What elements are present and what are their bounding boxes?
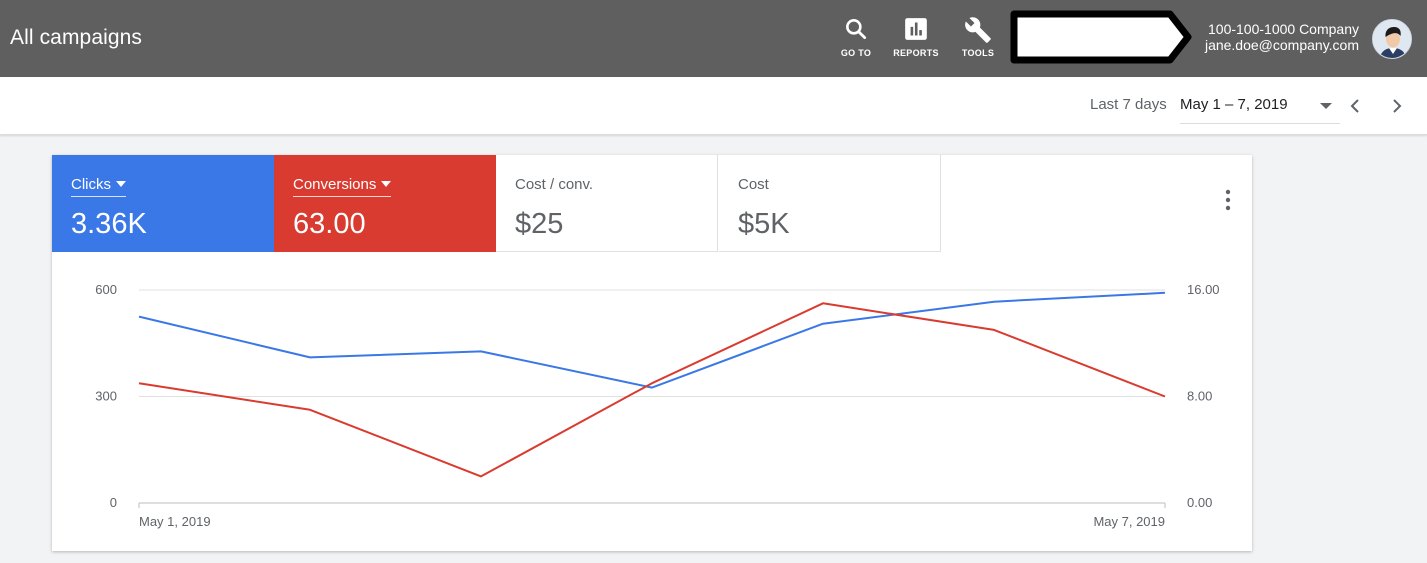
- y-left-tick-label: 300: [95, 389, 117, 404]
- metric-conversions-label-text: Conversions: [293, 176, 377, 193]
- search-icon: [838, 16, 874, 42]
- redacted-box: [1010, 10, 1192, 64]
- metric-conversions-label[interactable]: Conversions: [293, 176, 392, 197]
- more-options-button[interactable]: [1222, 189, 1234, 211]
- caret-down-icon: [116, 181, 126, 187]
- date-range-bar: Last 7 days May 1 – 7, 2019: [0, 77, 1427, 135]
- y-left-tick-label: 600: [95, 282, 117, 297]
- date-range-value: May 1 – 7, 2019: [1180, 96, 1288, 113]
- go-to-label: GO TO: [840, 48, 872, 58]
- date-range-select[interactable]: May 1 – 7, 2019: [1180, 94, 1340, 124]
- metric-clicks-value: 3.36K: [71, 208, 147, 240]
- previous-period-button[interactable]: [1345, 96, 1365, 116]
- top-bar: All campaigns GO TO REPORTS TOOLS 100-10…: [0, 0, 1427, 77]
- metric-cost[interactable]: Cost $5K: [719, 155, 941, 252]
- metric-cost-label: Cost: [738, 176, 769, 193]
- chevron-left-icon: [1350, 99, 1359, 113]
- metric-cost-per-conv-value: $25: [515, 208, 564, 240]
- wrench-icon: [958, 16, 998, 43]
- metric-conversions[interactable]: Conversions 63.00: [274, 155, 496, 252]
- next-period-button[interactable]: [1387, 96, 1407, 116]
- account-email: jane.doe@company.com: [1204, 37, 1359, 53]
- y-left-tick-label: 0: [110, 495, 117, 510]
- avatar[interactable]: [1372, 19, 1412, 59]
- y-right-tick-label: 16.00: [1187, 282, 1220, 297]
- date-range-label: Last 7 days: [1090, 96, 1167, 113]
- reports-label: REPORTS: [893, 48, 939, 58]
- series-line-conversions: [138, 302, 1166, 478]
- metric-cost-value: $5K: [738, 208, 790, 240]
- metric-clicks-label-text: Clicks: [71, 176, 111, 193]
- caret-down-icon: [1320, 103, 1332, 109]
- metric-cost-per-conv[interactable]: Cost / conv. $25: [496, 155, 718, 252]
- metric-clicks[interactable]: Clicks 3.36K: [52, 155, 274, 252]
- chevron-right-icon: [1393, 99, 1402, 113]
- metric-cost-per-conv-label: Cost / conv.: [515, 176, 594, 193]
- tools-label: TOOLS: [961, 48, 995, 58]
- metric-conversions-value: 63.00: [293, 208, 366, 240]
- y-right-tick-label: 0.00: [1187, 495, 1212, 510]
- x-tick-label: May 7, 2019: [1093, 514, 1165, 529]
- x-tick-label: May 1, 2019: [139, 514, 211, 529]
- page-title: All campaigns: [10, 26, 143, 49]
- reports-button[interactable]: REPORTS: [892, 16, 940, 58]
- tools-button[interactable]: TOOLS: [958, 16, 998, 58]
- account-info[interactable]: 100-100-1000 Company jane.doe@company.co…: [1205, 21, 1359, 53]
- reports-icon: [892, 16, 940, 42]
- performance-card: Clicks 3.36K Conversions 63.00 Cost / co…: [52, 155, 1252, 551]
- series-line-clicks: [138, 291, 1166, 389]
- go-to-button[interactable]: GO TO: [838, 16, 874, 58]
- account-company: 100-100-1000 Company: [1208, 21, 1359, 37]
- y-right-tick-label: 8.00: [1187, 389, 1212, 404]
- metric-clicks-label[interactable]: Clicks: [71, 176, 126, 197]
- line-chart: 0 300 600 0.00 8.00 16.00 May 1, 2019 May 7, 20…: [95, 282, 1220, 529]
- caret-down-icon: [381, 181, 392, 187]
- more-vert-icon: [1225, 189, 1231, 211]
